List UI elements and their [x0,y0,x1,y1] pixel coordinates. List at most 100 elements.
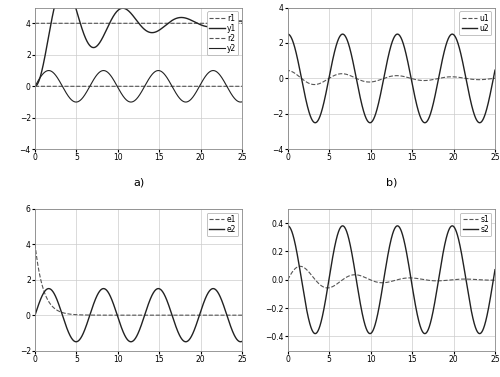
e1 [120,313,126,317]
s1 [297,264,303,268]
s1 [488,278,494,282]
Line: u1: u1 [288,70,495,84]
s2 [364,329,370,333]
Legend: e1, e2: e1, e2 [207,213,238,236]
u1 [312,82,318,87]
e2 [73,339,79,344]
r2 [56,84,62,89]
e2 [239,339,245,343]
e2 [120,330,126,335]
r2 [239,84,245,89]
u2 [320,101,326,106]
Line: y2: y2 [35,70,242,102]
u2 [476,121,482,125]
r1 [32,21,38,26]
Line: y1: y1 [35,0,242,86]
u2 [308,116,314,121]
y2 [213,69,219,74]
y2 [239,100,245,104]
s1 [321,285,327,290]
Legend: s1, s2: s1, s2 [460,213,491,236]
u1 [285,76,291,81]
e2 [213,288,219,292]
s2 [492,267,498,272]
r1 [235,21,241,26]
r1 [120,21,126,26]
Line: u2: u2 [288,34,495,123]
s1 [374,280,380,284]
y2 [236,99,242,104]
u1 [488,77,494,81]
r2 [235,84,241,89]
Line: s2: s2 [288,226,495,334]
e1 [239,313,245,317]
Text: b): b) [386,178,397,188]
y1 [120,6,126,11]
y2 [112,79,117,84]
r1 [68,21,74,26]
r2 [213,84,219,89]
s1 [466,277,471,281]
Line: e2: e2 [35,288,242,342]
y1 [32,84,38,89]
u1 [374,79,380,83]
u1 [285,68,291,73]
s1 [308,273,314,277]
u2 [466,90,471,94]
s2 [466,294,471,299]
r2 [120,84,126,89]
y1 [213,24,219,29]
s2 [308,326,314,331]
y2 [68,97,74,102]
u2 [285,32,291,37]
r2 [112,84,117,89]
u2 [373,110,379,114]
s2 [394,224,400,228]
r1 [239,21,245,26]
s1 [492,278,498,282]
u2 [492,68,498,72]
s2 [373,318,379,323]
u2 [364,118,370,123]
Legend: u1, u2: u1, u2 [460,11,491,35]
e2 [68,335,74,339]
Line: s1: s1 [288,266,495,288]
e2 [32,313,38,317]
Text: a): a) [133,178,144,188]
Line: e1: e1 [35,244,242,315]
y1 [235,19,241,23]
e2 [236,339,242,343]
e1 [56,309,62,313]
Legend: r1, y1, r2, y2: r1, y1, r2, y2 [207,11,238,55]
u1 [466,77,471,81]
u1 [364,80,370,84]
e2 [156,286,162,291]
r1 [213,21,219,26]
y1 [112,12,117,17]
e1 [235,313,241,317]
y2 [32,84,38,89]
e2 [56,302,62,306]
s1 [364,276,370,281]
u1 [492,76,498,80]
u2 [488,88,494,92]
s2 [476,331,482,336]
s1 [285,277,291,282]
y1 [239,19,245,23]
y2 [73,100,79,104]
s2 [285,224,291,228]
r1 [56,21,62,26]
s2 [320,308,326,312]
r2 [68,84,74,89]
u2 [394,32,400,37]
y2 [120,94,126,99]
r1 [112,21,117,26]
e1 [32,242,38,247]
s1 [324,286,330,290]
u1 [321,79,327,84]
r2 [32,84,38,89]
u1 [308,82,314,86]
s2 [488,291,494,296]
e1 [112,313,117,317]
e2 [112,305,117,310]
